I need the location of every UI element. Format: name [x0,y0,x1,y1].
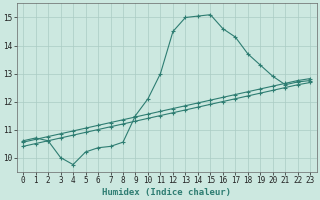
X-axis label: Humidex (Indice chaleur): Humidex (Indice chaleur) [102,188,231,197]
